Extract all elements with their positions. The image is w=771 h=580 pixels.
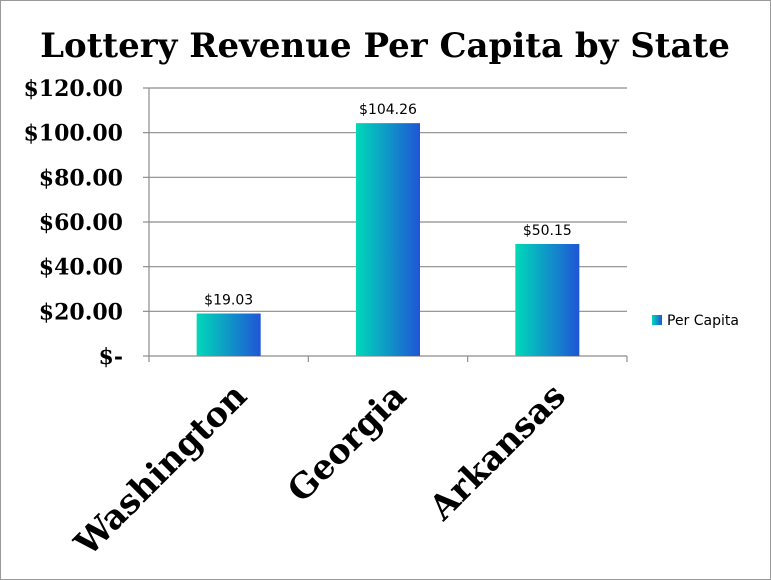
data-labels: $19.03 $104.26 $50.15: [204, 102, 572, 308]
bar-georgia: [356, 123, 420, 356]
data-label: $50.15: [523, 223, 572, 239]
x-tick-label: Georgia: [280, 376, 414, 510]
bar-arkansas: [515, 243, 580, 356]
legend: Per Capita: [652, 313, 739, 329]
x-tick-label: Arkansas: [421, 376, 574, 529]
legend-swatch: [652, 315, 662, 325]
y-tick-label: $120.00: [23, 76, 123, 102]
y-axis-ticks: $- $20.00 $40.00 $60.00 $80.00 $100.00 $120.00: [23, 76, 123, 370]
y-tick-label: $100.00: [23, 121, 123, 147]
x-tick-label: Washington: [66, 376, 255, 565]
x-axis-ticks: Washington Georgia Arkansas: [66, 376, 573, 565]
y-tick-label: $80.00: [39, 165, 123, 191]
data-label: $104.26: [359, 102, 417, 118]
y-tick-label: $-: [99, 344, 123, 370]
chart-title: Lottery Revenue Per Capita by State: [40, 26, 730, 66]
y-tick-label: $60.00: [39, 210, 123, 236]
bars: [196, 123, 580, 356]
y-tick-label: $40.00: [39, 255, 123, 281]
y-tick-label: $20.00: [39, 299, 123, 325]
bar-washington: [196, 313, 261, 356]
legend-label: Per Capita: [667, 313, 739, 329]
data-label: $19.03: [204, 292, 253, 308]
